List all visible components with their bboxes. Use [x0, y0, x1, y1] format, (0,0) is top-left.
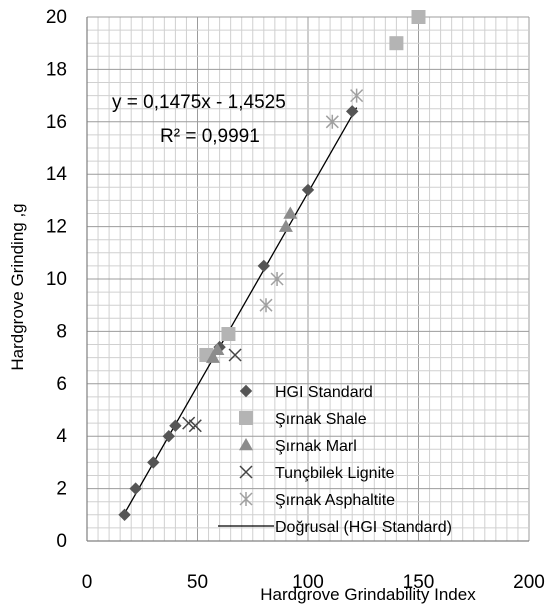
- x-tick-label: 150: [403, 572, 435, 593]
- x-tick-label: 50: [187, 572, 208, 593]
- y-tick-label: 10: [46, 269, 67, 290]
- data-point: [278, 219, 293, 232]
- y-tick-label: 2: [56, 479, 67, 500]
- legend-swatch: [239, 411, 253, 425]
- trendline-hgi-standard: [124, 107, 358, 514]
- legend-label: Doğrusal (HGI Standard): [275, 519, 452, 536]
- equation-label: y = 0,1475x - 1,4525: [112, 92, 286, 113]
- data-point: [210, 342, 225, 355]
- legend-swatch: [239, 384, 253, 398]
- data-point: [188, 419, 202, 433]
- data-point: [147, 456, 160, 469]
- legend-swatch: [239, 438, 253, 451]
- data-point: [205, 350, 220, 363]
- data-point: [389, 36, 404, 51]
- data-point: [270, 272, 284, 286]
- legend-label: Tunçbilek Lignite: [275, 465, 395, 482]
- x-axis-title: Hardgrove Grindability Index: [260, 585, 476, 604]
- gridlines: [86, 16, 530, 542]
- data-point: [346, 105, 359, 118]
- legend: HGI Standard Şırnak Shale Şırnak Marl Tunçb…: [218, 384, 452, 536]
- data-point: [350, 88, 364, 103]
- legend-swatch: [239, 492, 253, 506]
- y-tick-label: 12: [46, 217, 67, 238]
- data-point: [257, 259, 270, 273]
- y-tick-label: 16: [46, 112, 67, 133]
- legend-label: Şırnak Asphaltite: [275, 492, 395, 509]
- legend-label: HGI Standard: [275, 384, 373, 401]
- axes: [86, 17, 529, 542]
- data-point: [221, 327, 236, 342]
- data-point: [325, 114, 339, 129]
- y-tick-label: 18: [46, 59, 67, 80]
- x-tick-label: 200: [513, 572, 545, 593]
- r-squared-label: R² = 0,9991: [160, 126, 260, 147]
- y-tick-label: 20: [46, 7, 67, 28]
- data-point: [118, 508, 131, 521]
- y-tick-label: 6: [56, 374, 67, 395]
- legend-label: Şırnak Marl: [275, 438, 357, 455]
- x-tick-label: 0: [82, 572, 93, 593]
- trendline: [124, 107, 358, 514]
- data-point: [411, 10, 426, 24]
- data-point: [162, 430, 175, 443]
- data-point: [301, 183, 315, 197]
- data-point: [259, 298, 273, 313]
- y-tick-label: 4: [56, 426, 67, 447]
- y-tick-label: 0: [56, 531, 67, 552]
- data-point: [169, 419, 182, 432]
- y-tick-label: 14: [46, 164, 68, 185]
- y-tick-label: 8: [56, 321, 67, 342]
- legend-swatch: [239, 465, 253, 479]
- legend-label: Şırnak Shale: [275, 411, 367, 428]
- data-point: [283, 206, 298, 219]
- y-axis-title: Hardgrove Grinding ,g: [8, 203, 27, 370]
- data-points: [118, 10, 426, 521]
- tick-labels: 0 50 100 150 200 0 2 4 6 8 10 12 14 16 18 20: [46, 7, 545, 593]
- data-point: [129, 482, 142, 495]
- data-point: [182, 416, 196, 430]
- x-tick-label: 100: [292, 572, 324, 593]
- data-point: [228, 348, 242, 362]
